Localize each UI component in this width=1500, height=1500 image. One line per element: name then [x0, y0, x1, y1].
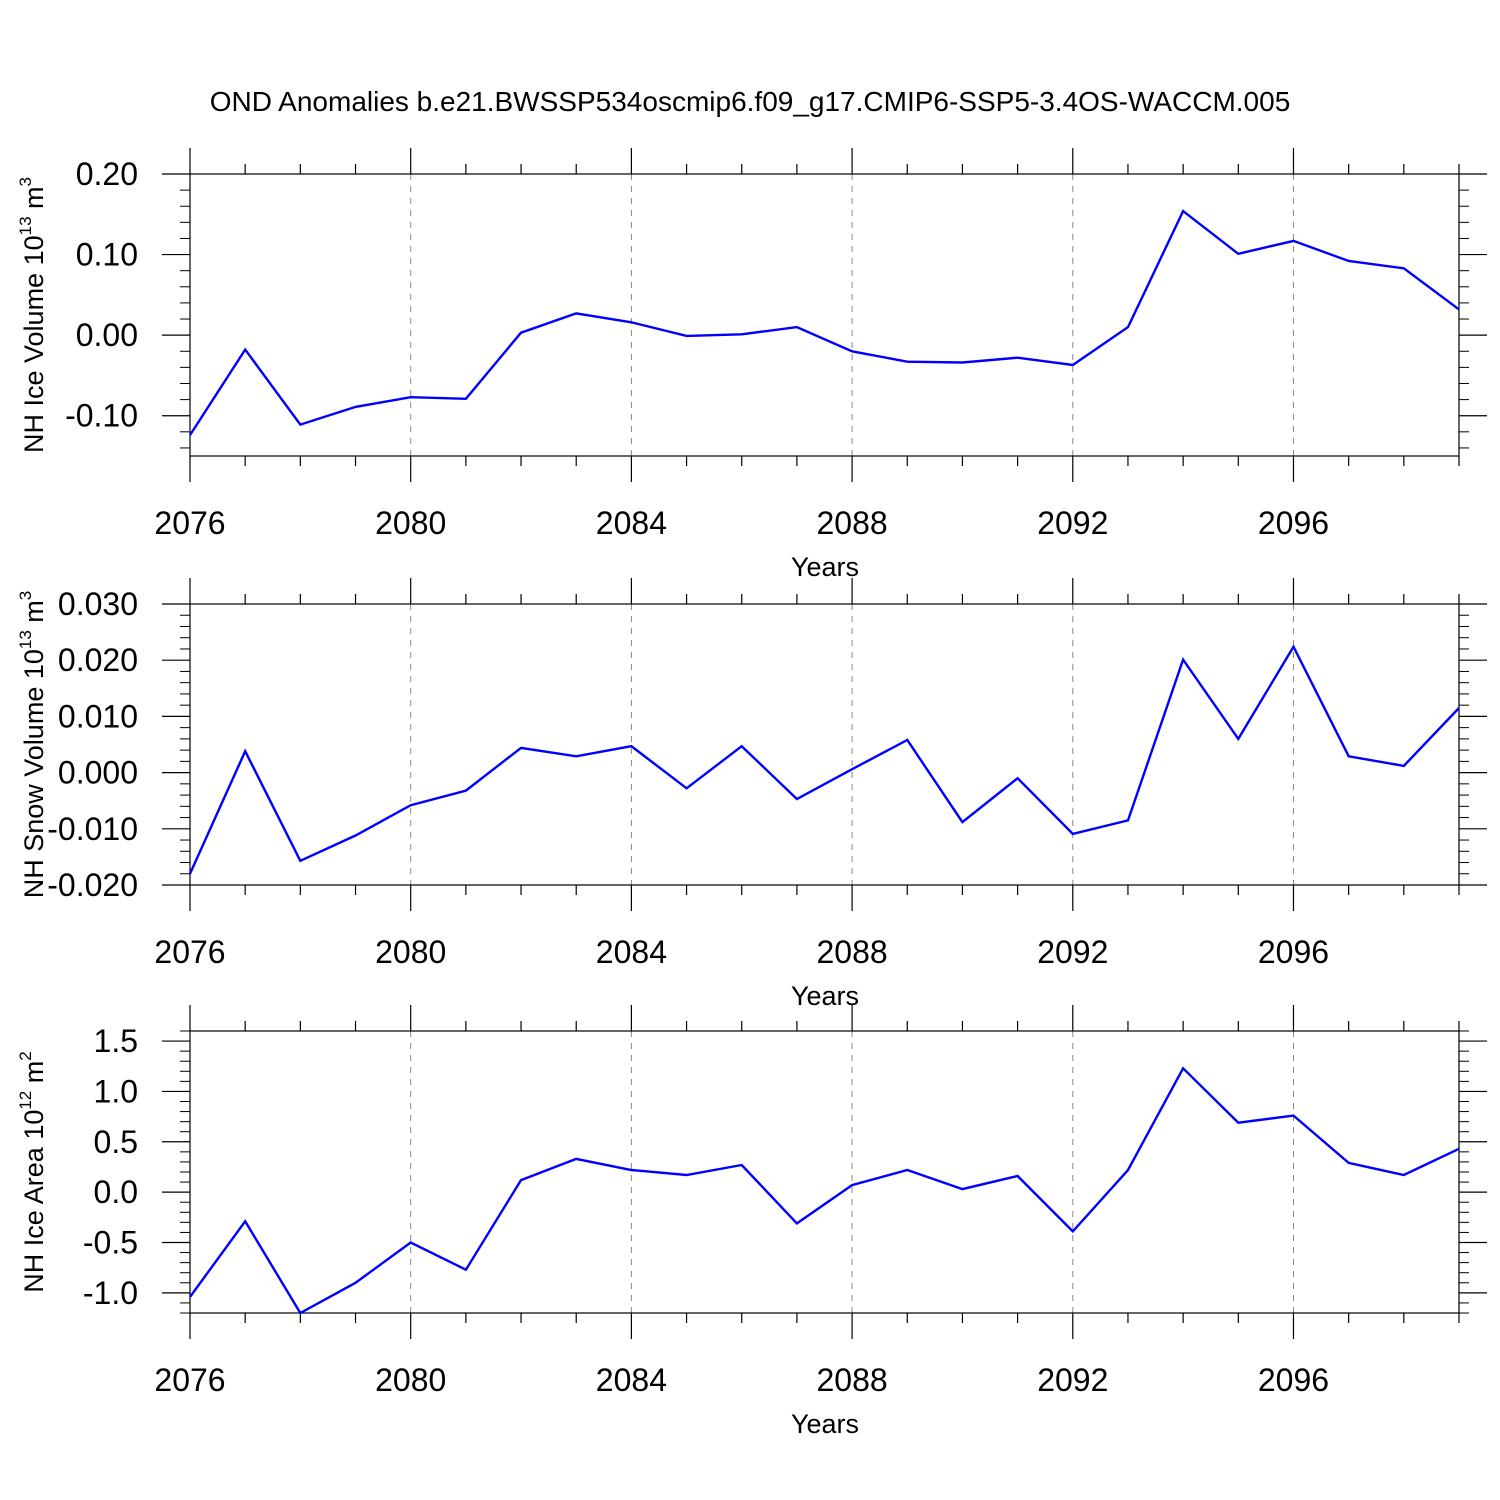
plot-frame — [189, 1030, 1460, 1314]
series-line — [188, 644, 1460, 875]
x-tick-label: 2084 — [596, 1362, 667, 1398]
series-line — [189, 1066, 1460, 1315]
y-tick-label: -0.5 — [83, 1225, 138, 1261]
y-tick-label: 0.000 — [58, 755, 138, 791]
panel-ice-volume: 2076 2080 2084 2088 2092 2096 Years 0.20 0.10 0.0… — [16, 148, 1487, 582]
y-axis-label-exponent: 12 — [16, 1091, 35, 1110]
x-axis-label: Years — [791, 981, 859, 1011]
y-tick-label: 0.020 — [58, 642, 138, 678]
x-tick-label: 2080 — [375, 505, 446, 541]
y-axis-label-unit-exponent: 2 — [16, 1051, 35, 1060]
y-tick-label: 1.5 — [94, 1023, 138, 1059]
y-axis-label-unit: m — [19, 600, 49, 630]
y-axis-label-text: NH Ice Volume 10 — [19, 235, 49, 453]
y-tick-label: 0.5 — [94, 1124, 138, 1160]
x-tick-label: 2092 — [1037, 1362, 1108, 1398]
y-tick-label: 0.0 — [94, 1174, 138, 1210]
y-axis-label-text: NH Snow Volume 10 — [19, 649, 49, 898]
x-tick-label: 2096 — [1258, 505, 1329, 541]
y-tick-label: -0.020 — [47, 867, 138, 903]
y-axis-label: NH Ice Area 1012 m2 — [16, 1051, 49, 1292]
x-tick-label: 2096 — [1258, 1362, 1329, 1398]
y-tick-label: 0.00 — [76, 317, 138, 353]
x-tick-label: 2096 — [1258, 934, 1329, 970]
y-axis-label: NH Snow Volume 1013 m3 — [16, 591, 49, 899]
x-tick-label: 2088 — [816, 505, 887, 541]
x-tick-label: 2088 — [816, 934, 887, 970]
chart-title: OND Anomalies b.e21.BWSSP534oscmip6.f09_… — [210, 86, 1291, 117]
x-tick-label: 2092 — [1037, 934, 1108, 970]
x-tick-label: 2084 — [596, 505, 667, 541]
y-tick-label: 1.0 — [94, 1073, 138, 1109]
x-tick-label: 2092 — [1037, 505, 1108, 541]
x-tick-label: 2076 — [154, 1362, 225, 1398]
y-tick-label: -1.0 — [83, 1275, 138, 1311]
y-tick-label: 0.030 — [58, 586, 138, 622]
panel-snow-volume: 2076 2080 2084 2088 2092 2096 Years 0.030 0.020 0… — [16, 578, 1487, 1011]
x-tick-label: 2076 — [154, 505, 225, 541]
y-axis-label-unit-exponent: 3 — [16, 177, 35, 186]
y-tick-label: 0.10 — [76, 237, 138, 273]
chart-panels: 2076 2080 2084 2088 2092 2096 Years 0.20 0.10 0.0… — [16, 148, 1487, 1439]
series-line — [188, 209, 1460, 436]
x-axis-label: Years — [791, 552, 859, 582]
x-tick-label: 2080 — [375, 1362, 446, 1398]
y-axis-label-exponent: 13 — [16, 630, 35, 649]
y-axis-label-unit-exponent: 3 — [16, 591, 35, 600]
x-tick-label: 2084 — [596, 934, 667, 970]
y-tick-label: -0.010 — [47, 811, 138, 847]
y-axis-label-exponent: 13 — [16, 216, 35, 235]
y-axis-label-text: NH Ice Area 10 — [19, 1110, 49, 1293]
x-axis-label: Years — [791, 1409, 859, 1439]
x-tick-label: 2080 — [375, 934, 446, 970]
panel-ice-area: 2076 2080 2084 2088 2092 2096 Years 1.5 1.0 0.5 0.… — [16, 1005, 1487, 1439]
y-axis-label-unit: m — [19, 1061, 49, 1091]
y-axis-label: NH Ice Volume 1013 m3 — [16, 177, 49, 453]
y-tick-label: -0.10 — [65, 398, 138, 434]
x-tick-label: 2076 — [154, 934, 225, 970]
plot-frame — [189, 173, 1460, 457]
y-tick-label: 0.010 — [58, 698, 138, 734]
x-tick-label: 2088 — [816, 1362, 887, 1398]
y-axis-label-unit: m — [19, 186, 49, 216]
plot-frame — [189, 603, 1460, 886]
y-tick-label: 0.20 — [76, 156, 138, 192]
